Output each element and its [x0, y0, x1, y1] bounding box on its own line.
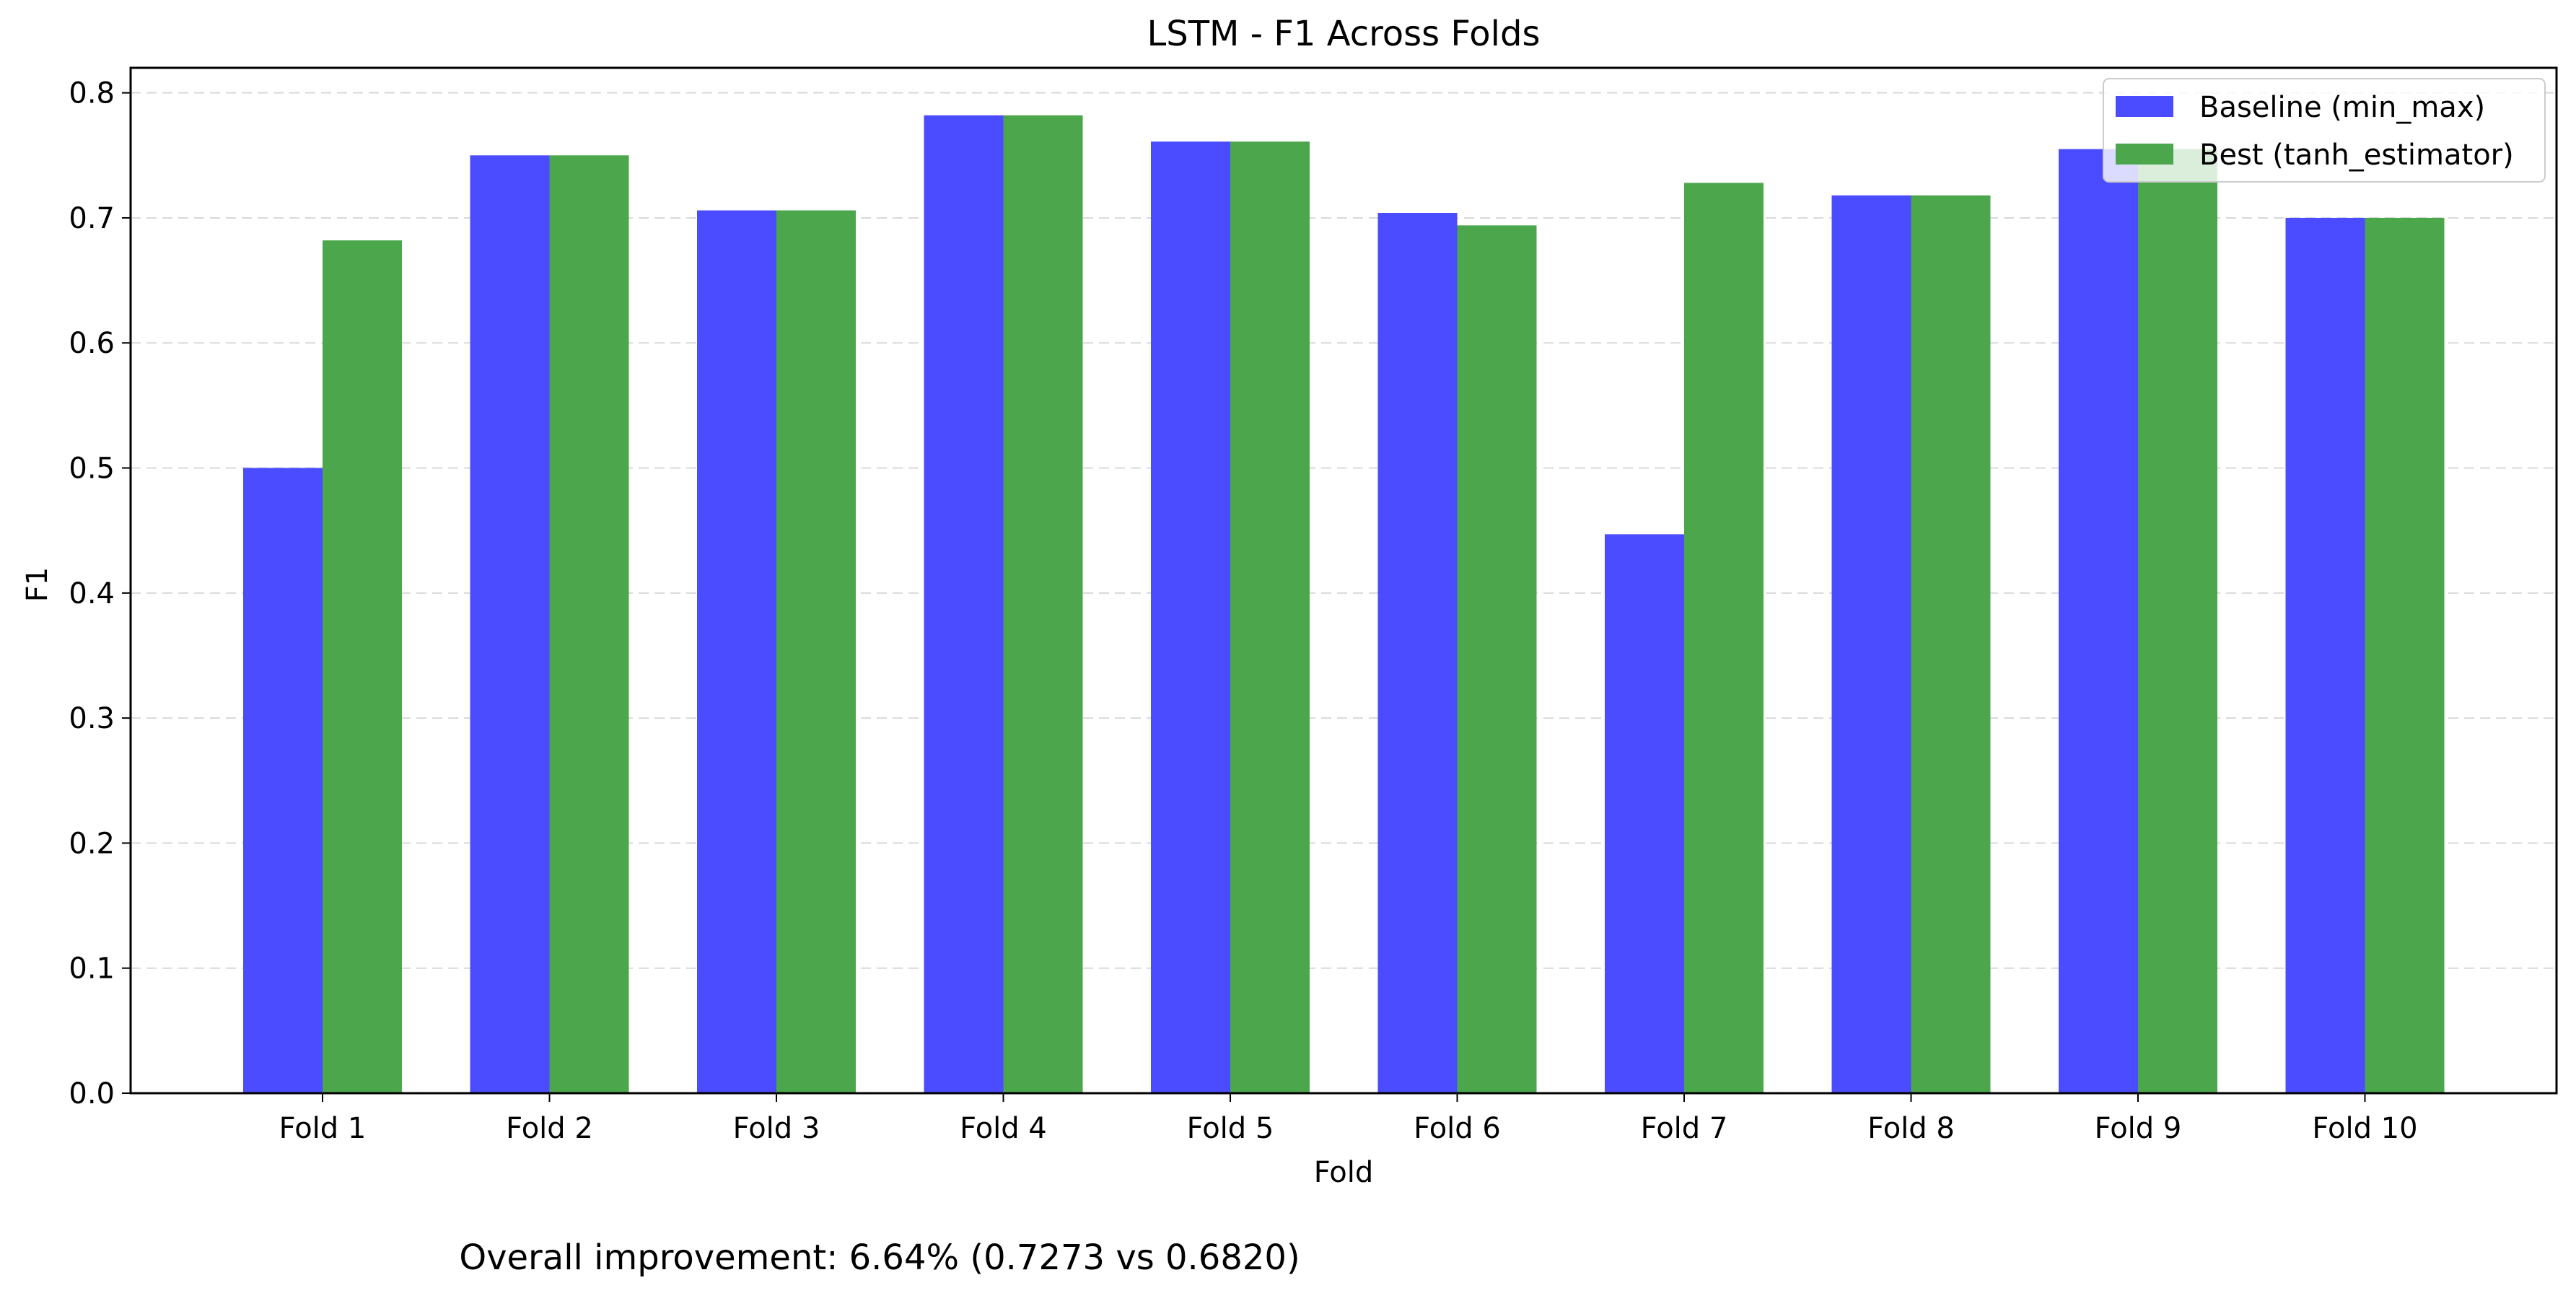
x-tick-label: Fold 8 [1867, 1112, 1955, 1145]
x-tick-label: Fold 6 [1414, 1112, 1501, 1145]
y-tick-label: 0.0 [69, 1077, 115, 1111]
y-tick-label: 0.5 [69, 452, 115, 486]
bar-best [2365, 217, 2445, 1094]
bars [243, 115, 2445, 1094]
bar-best [776, 210, 856, 1093]
bar-best [1003, 115, 1083, 1094]
x-tick-label: Fold 5 [1187, 1112, 1274, 1145]
legend: Baseline (min_max) Best (tanh_estimator) [2103, 78, 2546, 183]
y-tick-label: 0.3 [69, 702, 115, 735]
y-axis-label: F1 [21, 567, 54, 602]
y-axis: 0.0 0.1 0.2 0.3 0.4 0.5 0.6 0.7 0.8 [69, 77, 131, 1111]
plot-frame [129, 66, 2558, 1095]
x-tick-label: Fold 9 [2095, 1112, 2182, 1145]
bar-baseline [1831, 195, 1911, 1093]
y-tick-label: 0.2 [69, 827, 115, 860]
bar-baseline [697, 210, 776, 1093]
bar-baseline [1605, 534, 1684, 1093]
y-tick-label: 0.8 [69, 77, 115, 110]
x-tick-label: Fold 1 [279, 1112, 367, 1145]
legend-box [2103, 78, 2546, 183]
x-axis: Fold 1 Fold 2 Fold 3 Fold 4 Fold 5 Fold 6 Fold… [279, 1093, 2418, 1145]
y-tick-label: 0.4 [69, 577, 115, 610]
bar-best [323, 240, 402, 1093]
x-tick-label: Fold 7 [1641, 1112, 1728, 1145]
bar-baseline [2059, 149, 2138, 1093]
bar-baseline [470, 155, 550, 1093]
x-tick-label: Fold 10 [2312, 1112, 2417, 1145]
y-tick-label: 0.7 [69, 202, 115, 235]
bar-baseline [924, 115, 1004, 1094]
y-tick-label: 0.6 [69, 327, 115, 360]
bar-best [1457, 225, 1537, 1094]
bar-baseline [243, 468, 323, 1093]
chart-title: LSTM - F1 Across Folds [1147, 14, 1541, 54]
legend-label-baseline: Baseline (min_max) [2199, 91, 2485, 124]
y-tick-label: 0.1 [69, 952, 115, 986]
x-axis-label: Fold [1314, 1156, 1374, 1189]
legend-swatch-best [2116, 144, 2173, 165]
overall-improvement-text: Overall improvement: 6.64% (0.7273 vs 0.… [459, 1238, 1300, 1278]
bar-best [2138, 149, 2217, 1093]
x-tick-label: Fold 2 [506, 1112, 593, 1145]
bar-best [1911, 195, 1991, 1093]
bar-baseline [2285, 217, 2365, 1094]
bar-best [549, 155, 629, 1093]
bar-best [1230, 141, 1310, 1093]
legend-swatch-baseline [2116, 96, 2173, 117]
x-tick-label: Fold 3 [733, 1112, 820, 1145]
bar-baseline [1377, 213, 1458, 1093]
bar-best [1684, 183, 1764, 1093]
x-tick-label: Fold 4 [960, 1112, 1047, 1145]
legend-label-best: Best (tanh_estimator) [2199, 139, 2514, 172]
bar-baseline [1151, 141, 1230, 1093]
